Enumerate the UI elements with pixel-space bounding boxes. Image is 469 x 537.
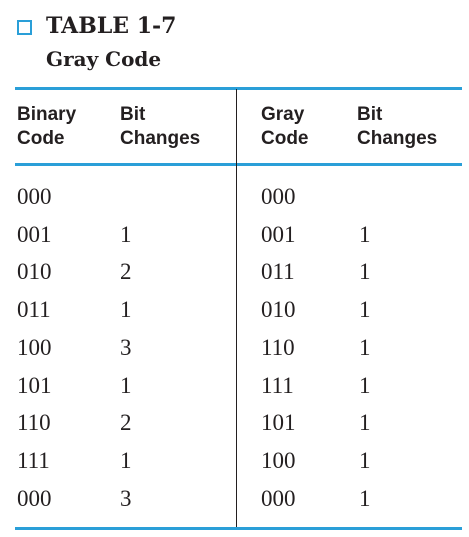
table-caption: Gray Code <box>46 47 162 71</box>
column-divider <box>236 89 237 527</box>
cell-binary-bit-changes: 3 <box>120 334 132 360</box>
cell-gray-code: 000 <box>261 485 296 511</box>
cell-gray-bit-changes: 1 <box>359 447 371 473</box>
cell-gray-code: 010 <box>261 297 296 323</box>
bottom-rule <box>15 527 462 530</box>
cell-binary-code: 010 <box>17 259 52 285</box>
cell-gray-bit-changes: 1 <box>359 334 371 360</box>
cell-gray-bit-changes: 1 <box>359 259 371 285</box>
cell-gray-code: 011 <box>261 259 295 285</box>
cell-binary-code: 011 <box>17 297 51 323</box>
cell-gray-bit-changes: 1 <box>359 221 371 247</box>
cell-gray-code: 100 <box>261 447 296 473</box>
column-header-line: Code <box>261 128 309 149</box>
column-header-line: Gray <box>261 104 305 125</box>
square-bullet-icon <box>17 20 32 35</box>
cell-gray-code: 110 <box>261 334 295 360</box>
cell-binary-bit-changes: 2 <box>120 259 132 285</box>
top-rule <box>15 87 462 90</box>
column-header-line: Changes <box>357 128 438 149</box>
cell-binary-bit-changes: 1 <box>120 447 132 473</box>
cell-gray-code: 101 <box>261 410 296 436</box>
cell-binary-bit-changes: 1 <box>120 297 132 323</box>
cell-binary-bit-changes: 3 <box>120 485 132 511</box>
cell-gray-bit-changes: 1 <box>359 410 371 436</box>
cell-binary-code: 001 <box>17 221 52 247</box>
cell-gray-code: 111 <box>261 372 294 398</box>
cell-gray-bit-changes: 1 <box>359 297 371 323</box>
table-number: TABLE 1-7 <box>46 13 177 39</box>
column-header-line: Bit <box>357 104 383 125</box>
column-header-line: Code <box>17 128 65 149</box>
cell-binary-bit-changes: 1 <box>120 221 132 247</box>
header-rule <box>15 163 462 166</box>
cell-binary-code: 111 <box>17 447 50 473</box>
cell-binary-code: 100 <box>17 334 52 360</box>
cell-binary-code: 000 <box>17 485 52 511</box>
cell-gray-bit-changes: 1 <box>359 372 371 398</box>
cell-binary-code: 101 <box>17 372 52 398</box>
cell-binary-bit-changes: 1 <box>120 372 132 398</box>
cell-binary-bit-changes: 2 <box>120 410 132 436</box>
cell-gray-bit-changes: 1 <box>359 485 371 511</box>
column-header-binary-bit-changes: Bit Changes <box>120 103 200 151</box>
cell-binary-code: 110 <box>17 410 51 436</box>
column-header-gray-bit-changes: Bit Changes <box>357 103 437 151</box>
cell-gray-code: 001 <box>261 221 296 247</box>
column-header-binary-code: Binary Code <box>17 103 76 151</box>
column-header-gray-code: Gray Code <box>261 103 309 151</box>
cell-gray-code: 000 <box>261 184 296 209</box>
column-header-line: Changes <box>120 128 201 149</box>
column-header-line: Bit <box>120 104 146 125</box>
column-header-line: Binary <box>17 104 77 125</box>
cell-binary-code: 000 <box>17 184 52 209</box>
